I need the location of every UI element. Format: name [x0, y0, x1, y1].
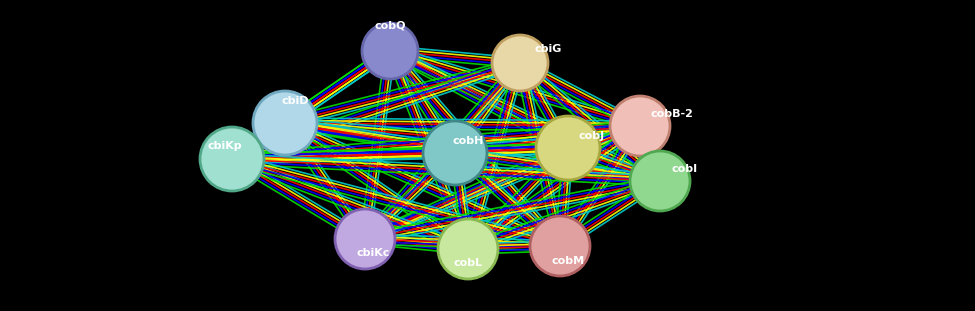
Ellipse shape: [630, 151, 690, 211]
Ellipse shape: [610, 96, 670, 156]
Text: cobJ: cobJ: [579, 131, 605, 141]
Ellipse shape: [200, 127, 264, 191]
Ellipse shape: [536, 116, 600, 180]
Text: cobB-2: cobB-2: [650, 109, 693, 119]
Ellipse shape: [492, 35, 548, 91]
Text: cobI: cobI: [672, 164, 698, 174]
Ellipse shape: [253, 91, 317, 155]
Ellipse shape: [423, 121, 487, 185]
Ellipse shape: [362, 23, 418, 79]
Ellipse shape: [438, 219, 498, 279]
Text: cobH: cobH: [452, 136, 484, 146]
Text: cobL: cobL: [453, 258, 483, 268]
Text: cobM: cobM: [552, 256, 585, 266]
Text: cbiKp: cbiKp: [208, 141, 243, 151]
Ellipse shape: [335, 209, 395, 269]
Ellipse shape: [530, 216, 590, 276]
Text: cbiD: cbiD: [281, 96, 309, 106]
Text: cbiG: cbiG: [534, 44, 562, 54]
Text: cobQ: cobQ: [374, 20, 406, 30]
Text: cbiKc: cbiKc: [356, 248, 390, 258]
